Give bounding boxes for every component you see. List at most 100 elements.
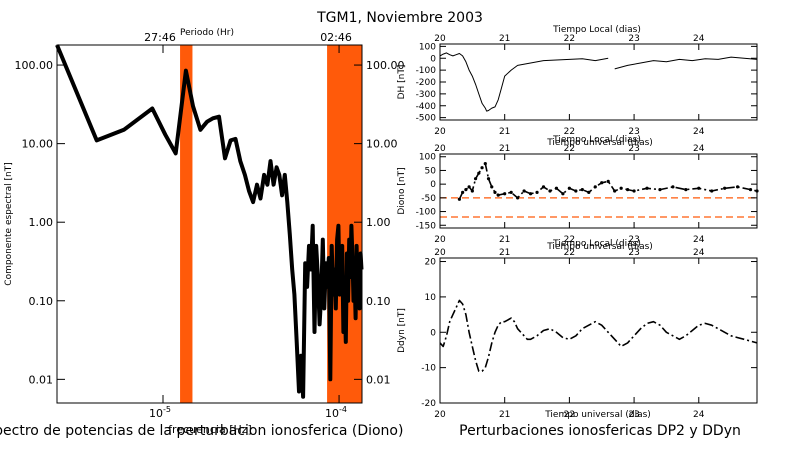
- diono-data-point: [486, 177, 491, 181]
- dh-top-tick-label: 23: [628, 34, 639, 44]
- spectrum-series-line: [55, 44, 364, 399]
- spectrum-y-tick-label: 0.01: [29, 373, 54, 386]
- diono-y-axis-label: Diono [nT]: [397, 167, 407, 214]
- diono-data-point: [735, 185, 740, 189]
- diono-x-tick-label: 22: [564, 235, 575, 245]
- diono-data-point: [723, 186, 727, 190]
- spectrum-x-tick-label: 10-5: [149, 405, 171, 420]
- spectrum-x-tick-base: 10: [149, 407, 163, 420]
- spectrum-top-tick-label: 27:46: [144, 31, 176, 44]
- spectrum-y-tick-label-right: 10.00: [366, 138, 398, 151]
- diono-top-axis-label: Tiempo Local (dias): [552, 135, 641, 145]
- diono-y-tick-label: 0: [430, 180, 436, 190]
- figure-title: TGM1, Noviembre 2003: [316, 10, 483, 26]
- diono-data-point: [516, 196, 520, 200]
- diono-data-point: [503, 192, 507, 196]
- ddyn-y-tick-label: 20: [425, 258, 437, 268]
- diono-data-point: [480, 166, 484, 170]
- diono-y-tick-label: 50: [425, 166, 437, 176]
- spectrum-x-axis-label: frecuencia [Hz]: [168, 423, 252, 436]
- diono-data-point: [496, 193, 500, 197]
- diono-y-tick-label: -50: [421, 194, 436, 204]
- diono-x-tick-label: 21: [499, 235, 510, 245]
- spectrum-y-tick-label-right: 100.00: [366, 59, 405, 72]
- diono-data-point: [606, 179, 610, 184]
- spectrum-top-axis-label: Periodo (Hr): [180, 28, 234, 38]
- ddyn-top-tick-label: 22: [564, 248, 575, 258]
- dh-y-tick-label: 0: [430, 54, 436, 64]
- diono-y-tick-label: -100: [416, 208, 437, 218]
- ddyn-caption: Perturbaciones ionosfericas DP2 y DDyn: [459, 423, 741, 439]
- spectrum-y-axis-label: Componente espectral [nT]: [4, 162, 14, 285]
- dh-series-line: [439, 52, 609, 112]
- dh-x-tick-label: 22: [564, 127, 575, 137]
- spectrum-caption: Espectro de potencias de la perturbacion…: [0, 423, 403, 439]
- diono-data-point: [493, 190, 497, 194]
- ddyn-y-tick-label: 10: [425, 293, 437, 303]
- ddyn-y-axis-label: Ddyn [nT]: [397, 308, 407, 353]
- diono-data-point: [593, 185, 597, 189]
- dh-y-tick-label: 100: [419, 42, 436, 52]
- diono-data-point: [697, 186, 701, 190]
- diono-data-point: [548, 189, 552, 193]
- dh-x-tick-label: 23: [628, 127, 639, 137]
- ddyn-x-axis-label: Tiempo universal (dias): [544, 410, 651, 420]
- diono-data-point: [658, 188, 662, 192]
- diono-data-point: [632, 189, 636, 193]
- diono-data-point: [473, 177, 478, 181]
- diono-data-point: [561, 192, 565, 196]
- diono-data-point: [671, 185, 675, 189]
- dh-top-tick-label: 24: [693, 34, 705, 44]
- ddyn-plot-frame: [439, 257, 758, 404]
- diono-data-point: [528, 192, 533, 196]
- ddyn-x-tick-label: 20: [434, 410, 446, 420]
- spectrum-y-tick-label: 0.10: [29, 295, 54, 308]
- spectrum-top-tick-label: 02:46: [320, 31, 352, 44]
- diono-data-point: [477, 171, 481, 175]
- diono-data-point: [535, 190, 539, 194]
- ddyn-overlap-axis-label: Tiempo universal (dias): [546, 242, 653, 252]
- spectrum-x-tick-exponent: -4: [339, 405, 347, 414]
- ddyn-x-tick-label: 24: [693, 410, 705, 420]
- diono-data-point: [470, 189, 474, 193]
- diono-top-tick-label: 22: [564, 144, 575, 154]
- diono-data-point: [645, 186, 649, 190]
- diono-overlap-axis-label: Tiempo universal (dias): [546, 138, 653, 148]
- diono-data-point: [490, 185, 494, 189]
- diono-data-point: [710, 189, 714, 193]
- spectrum-x-tick-label: 10-4: [325, 405, 347, 420]
- diono-data-point: [467, 185, 471, 189]
- ddyn-top-axis-label: Tiempo Local (dias): [552, 239, 641, 249]
- diono-data-point: [626, 188, 630, 192]
- ddyn-top-tick-label: 20: [434, 248, 446, 258]
- ddyn-y-tick-label: 0: [430, 328, 436, 338]
- diono-data-point: [587, 190, 591, 194]
- diono-plot-frame: [439, 153, 758, 229]
- ddyn-top-tick-label: 23: [628, 248, 639, 258]
- diono-data-point: [522, 189, 526, 193]
- ddyn-y-tick-label: -10: [421, 364, 436, 374]
- dh-x-tick-label: 20: [434, 127, 446, 137]
- diono-data-point: [483, 161, 487, 166]
- diono-x-tick-label: 20: [434, 235, 446, 245]
- diono-data-point: [567, 186, 571, 190]
- diono-top-tick-label: 23: [628, 144, 639, 154]
- ddyn-y-tick-label: -20: [421, 399, 436, 409]
- diono-x-tick-label: 24: [693, 235, 705, 245]
- spectrum-y-tick-label: 1.00: [29, 216, 54, 229]
- dh-plot-frame: [439, 43, 758, 121]
- diono-chart: 100 50 0 -50 -100 -150 20 21 22 23 24 20 21 22 23 24 Tie…: [397, 135, 759, 245]
- ddyn-x-tick-label: 23: [628, 410, 639, 420]
- spectrum-y-tick-label-right: 0.10: [366, 295, 391, 308]
- dh-top-axis-label: Tiempo Local (dias): [552, 25, 641, 35]
- ddyn-x-tick-label: 22: [564, 410, 575, 420]
- diono-data-point: [580, 188, 584, 192]
- spectrum-x-tick-base: 10: [325, 407, 339, 420]
- spectrum-y-tick-label: 10.00: [22, 138, 54, 151]
- frequency-band-0: [180, 45, 193, 403]
- diono-data-point: [509, 190, 513, 194]
- dh-x-tick-label: 21: [499, 127, 510, 137]
- diono-x-tick-label: 23: [628, 235, 639, 245]
